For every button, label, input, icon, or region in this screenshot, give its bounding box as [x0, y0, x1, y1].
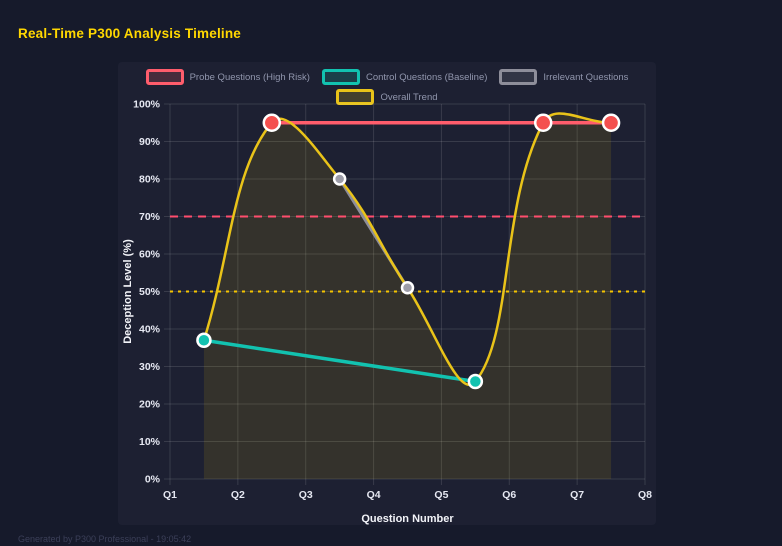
legend-item-3[interactable]: Overall Trend: [336, 89, 438, 105]
y-tick-label: 20%: [139, 399, 161, 411]
x-axis-title: Question Number: [361, 513, 454, 525]
legend-label: Probe Questions (High Risk): [189, 71, 310, 83]
y-tick-label: 0%: [145, 474, 161, 486]
chart-canvas: Q1 Q2 Q3 Q4 Q5 Q6 Q7 Q8 0% 10% 20% 30% 40% 50% 60% 70% 8…: [122, 99, 652, 526]
y-tick-label: 10%: [139, 436, 161, 448]
legend-swatch-icon: [499, 69, 538, 85]
y-axis-title: Deception Level (%): [122, 239, 134, 344]
series-line-1: [202, 338, 478, 384]
y-tick-label: 40%: [139, 324, 161, 336]
page-title: Real-Time P300 Analysis Timeline: [18, 26, 242, 41]
legend-item-0[interactable]: Probe Questions (High Risk): [145, 69, 310, 85]
legend-label: Irrelevant Questions: [543, 71, 629, 83]
data-point-series1-1[interactable]: [467, 373, 484, 390]
chart-panel: Probe Questions (High Risk) Control Quest…: [118, 62, 656, 525]
data-point-series0-2[interactable]: [601, 113, 621, 132]
chart-legend: Probe Questions (High Risk) Control Quest…: [118, 69, 656, 105]
data-point-series0-0[interactable]: [262, 113, 282, 132]
y-tick-label: 70%: [139, 211, 161, 223]
legend-swatch-icon: [321, 69, 360, 85]
x-tick-label: Q4: [367, 489, 381, 501]
x-tick-label: Q6: [502, 489, 516, 501]
data-point-series2-0[interactable]: [332, 172, 347, 186]
x-tick-label: Q8: [638, 489, 652, 501]
y-tick-label: 100%: [133, 99, 161, 111]
data-point-series2-1[interactable]: [400, 281, 415, 295]
y-tick-label: 30%: [139, 361, 161, 373]
y-tick-label: 60%: [139, 249, 161, 261]
data-point-series0-1[interactable]: [533, 113, 553, 132]
legend-swatch-icon: [336, 89, 375, 105]
y-tick-label: 90%: [139, 136, 161, 148]
legend-label: Control Questions (Baseline): [365, 71, 488, 83]
legend-item-1[interactable]: Control Questions (Baseline): [321, 69, 488, 85]
x-tick-label: Q7: [570, 489, 584, 501]
legend-swatch-icon: [145, 69, 184, 85]
data-point-series1-0[interactable]: [196, 332, 212, 348]
footer-note: Generated by P300 Professional - 19:05:4…: [18, 534, 192, 544]
trend-fill-area: [203, 113, 612, 480]
x-tick-label: Q2: [231, 489, 245, 501]
x-tick-label: Q5: [434, 489, 448, 501]
x-tick-label: Q3: [299, 489, 313, 501]
x-tick-label: Q1: [163, 489, 177, 501]
y-tick-label: 80%: [139, 174, 161, 186]
legend-label: Overall Trend: [380, 91, 438, 103]
y-tick-label: 50%: [139, 286, 161, 298]
legend-item-2[interactable]: Irrelevant Questions: [499, 69, 628, 85]
